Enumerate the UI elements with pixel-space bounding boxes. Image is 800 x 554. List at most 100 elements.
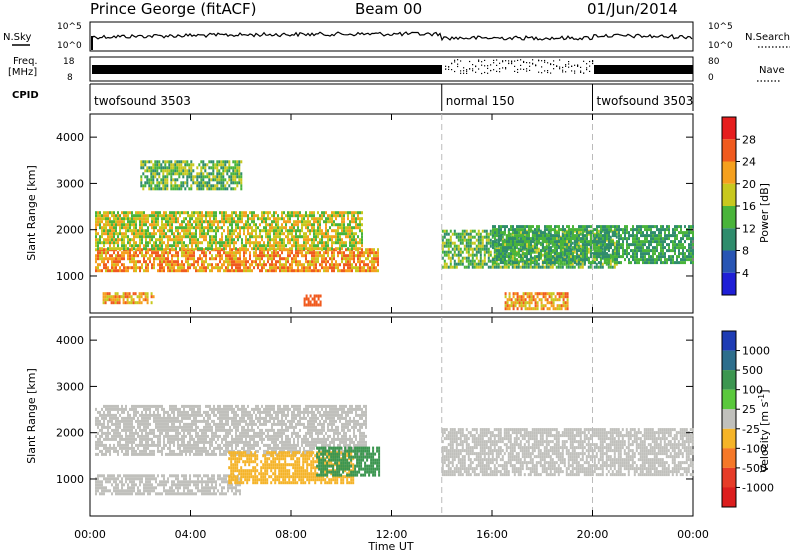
range-gate-cell (175, 229, 177, 233)
range-gate-cell (656, 240, 658, 244)
range-gate-cell (674, 237, 676, 241)
range-gate-cell (234, 163, 237, 167)
range-gate-cell (115, 220, 117, 224)
range-gate-cell (459, 241, 462, 245)
range-gate-cell (185, 223, 187, 227)
range-gate-cell (99, 410, 101, 414)
range-gate-cell (315, 220, 317, 224)
range-gate-cell (492, 261, 494, 265)
range-gate-cell (126, 295, 129, 299)
range-gate-cell (492, 228, 494, 232)
range-gate-cell (111, 238, 113, 242)
range-gate-cell (545, 265, 548, 269)
range-gate-cell (343, 217, 345, 221)
range-gate-cell (666, 237, 668, 241)
range-gate-cell (133, 260, 135, 264)
range-gate-cell (530, 307, 533, 311)
range-gate-cell (211, 247, 213, 251)
range-gate-cell (161, 238, 163, 242)
range-gate-cell (283, 269, 285, 273)
range-gate-cell (143, 223, 145, 227)
range-gate-cell (333, 269, 335, 273)
range-gate-cell (239, 217, 241, 221)
range-gate-cell (504, 246, 506, 250)
range-gate-cell (269, 263, 271, 267)
range-gate-cell (305, 260, 307, 264)
range-gate-cell (198, 163, 201, 167)
range-gate-cell (295, 247, 297, 251)
range-gate-cell (606, 228, 608, 232)
range-gate-cell (642, 252, 644, 256)
range-gate-cell (475, 262, 478, 266)
range-gate-cell (485, 250, 488, 254)
range-gate-cell (259, 232, 261, 236)
range-gate-cell (589, 265, 592, 269)
range-gate-cell (608, 246, 610, 250)
range-gate-cell (571, 265, 574, 269)
range-gate-cell (594, 252, 596, 256)
range-gate-cell (550, 301, 553, 305)
range-gate-cell (662, 228, 664, 232)
range-gate-cell (115, 269, 117, 273)
range-gate-cell (195, 269, 197, 273)
nave-dot (565, 71, 567, 73)
range-gate-cell (618, 225, 620, 229)
range-gate-cell (505, 250, 508, 254)
range-gate-cell (517, 262, 520, 266)
range-gate-cell (227, 220, 229, 224)
range-gate-cell (178, 175, 181, 179)
range-gate-cell (582, 231, 584, 235)
range-gate-cell (528, 231, 530, 235)
range-gate-cell (550, 228, 552, 232)
range-gate-cell (228, 184, 231, 188)
range-gate-cell (162, 187, 165, 191)
range-gate-cell (109, 425, 111, 429)
range-gate-cell (632, 234, 634, 238)
range-gate-cell (293, 235, 295, 239)
noise-tick-left-top: 10^5 (57, 22, 82, 32)
range-gate-cell (119, 257, 121, 261)
range-gate-cell (143, 211, 145, 215)
range-gate-cell (159, 214, 161, 218)
range-gate-cell (141, 248, 143, 252)
range-gate-cell (223, 251, 225, 255)
range-gate-cell (453, 229, 456, 233)
range-gate-cell (97, 211, 99, 215)
range-gate-cell (335, 223, 337, 227)
range-gate-cell (163, 211, 165, 215)
range-gate-cell (349, 248, 351, 252)
range-gate-cell (537, 265, 540, 269)
range-gate-cell (185, 211, 187, 215)
range-gate-cell (173, 217, 175, 221)
range-gate-cell (566, 243, 568, 247)
range-gate-cell (153, 220, 155, 224)
range-gate-cell (297, 223, 299, 227)
range-gate-cell (297, 226, 299, 230)
range-gate-cell (545, 247, 548, 251)
range-gate-cell (593, 256, 596, 260)
range-gate-cell (327, 260, 329, 264)
range-gate-cell (473, 265, 476, 269)
range-gate-cell (315, 269, 317, 273)
range-gate-cell (337, 214, 339, 218)
range-gate-cell (227, 226, 229, 230)
range-gate-cell (504, 307, 507, 311)
range-gate-cell (686, 255, 688, 259)
range-gate-cell (642, 246, 644, 250)
range-gate-cell (271, 254, 273, 258)
range-gate-cell (596, 234, 598, 238)
range-gate-cell (235, 241, 237, 245)
range-gate-cell (640, 255, 642, 259)
range-gate-cell (125, 244, 127, 248)
range-gate-cell (660, 243, 662, 247)
range-gate-cell (219, 257, 221, 261)
range-gate-cell (566, 261, 568, 265)
range-gate-cell (237, 238, 239, 242)
range-gate-cell (165, 220, 167, 224)
range-gate-cell (127, 269, 129, 273)
range-gate-cell (143, 269, 145, 273)
range-gate-cell (261, 214, 263, 218)
nave-dot (481, 61, 483, 63)
range-gate-cell (291, 260, 293, 264)
range-gate-cell (504, 301, 507, 305)
